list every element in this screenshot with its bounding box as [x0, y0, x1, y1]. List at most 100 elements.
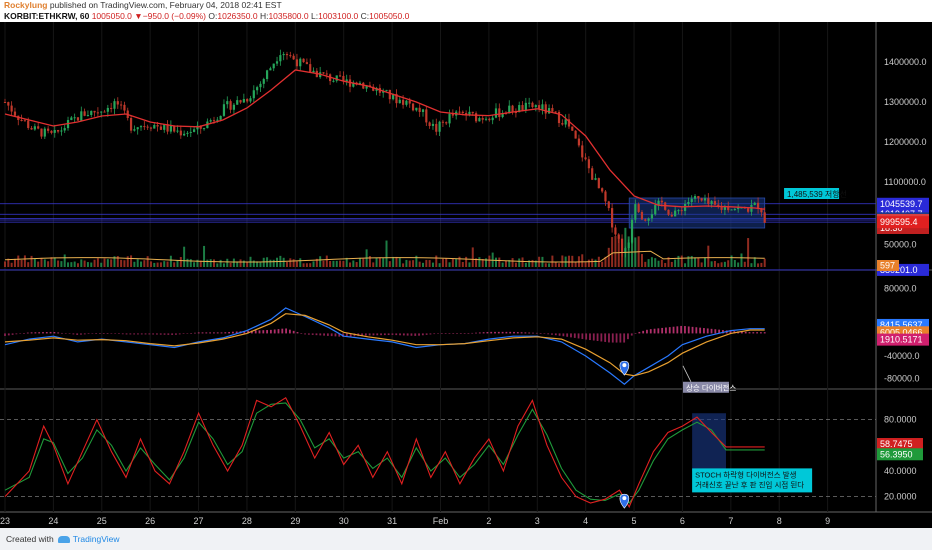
macd-histogram-bar — [399, 333, 401, 336]
macd-histogram-bar — [64, 333, 67, 334]
open-label: O: — [208, 11, 218, 21]
volume-bar — [312, 261, 315, 267]
macd-histogram-bar — [315, 333, 318, 336]
volume-bar — [209, 259, 212, 267]
volume-bar — [309, 263, 312, 267]
candle-body — [249, 98, 252, 102]
candle-body — [76, 117, 80, 121]
candle-body — [96, 112, 99, 114]
macd-histogram-bar — [634, 332, 637, 334]
candle-body — [282, 54, 285, 56]
macd-histogram-bar — [277, 329, 280, 334]
macd-histogram-bar — [345, 333, 348, 337]
candle-body — [674, 210, 677, 217]
macd-histogram-bar — [133, 333, 136, 335]
volume-bar — [226, 258, 229, 267]
volume-bar — [206, 259, 209, 267]
volume-bar — [441, 258, 444, 267]
candle-body — [392, 93, 395, 100]
macd-histogram-bar — [254, 330, 257, 334]
volume-bar — [236, 261, 239, 267]
volume-bar — [640, 254, 643, 267]
volume-tag-label: 597 — [880, 261, 895, 271]
footer-brand[interactable]: TradingView — [72, 534, 120, 544]
x-tick-label: 25 — [97, 516, 107, 526]
volume-bar — [203, 245, 206, 267]
macd-histogram-bar — [494, 331, 496, 334]
volume-bar — [37, 261, 40, 267]
macd-histogram-bar — [156, 333, 158, 335]
candle-body — [723, 206, 726, 210]
macd-histogram-bar — [106, 333, 109, 334]
macd-histogram-bar — [49, 331, 52, 334]
candle-body — [458, 111, 461, 113]
annotation-text: 1,485,539 저항선 — [787, 190, 847, 199]
y-tick-label: -40000.0 — [884, 351, 920, 361]
macd-histogram-bar — [190, 333, 193, 334]
volume-bar — [478, 257, 481, 267]
macd-histogram-bar — [129, 333, 132, 335]
macd-histogram-bar — [573, 333, 576, 338]
macd-histogram-bar — [137, 333, 139, 335]
y-tick-label: 1100000.0 — [884, 177, 926, 187]
candle-body — [50, 130, 53, 133]
candle-body — [295, 59, 299, 67]
macd-histogram-bar — [687, 326, 690, 334]
close-value: 1005050.0 — [369, 11, 410, 21]
candle-body — [660, 200, 663, 203]
volume-bar — [514, 262, 517, 267]
macd-histogram-bar — [171, 333, 174, 335]
author-name[interactable]: Rockylung — [4, 0, 48, 10]
macd-histogram-bar — [440, 333, 443, 334]
volume-bar — [657, 260, 660, 267]
candle-body — [604, 191, 607, 202]
volume-bar — [521, 257, 524, 267]
candle-body — [591, 168, 594, 180]
candle-body — [156, 125, 159, 127]
annotation-box — [682, 381, 729, 393]
volume-bar — [163, 261, 166, 267]
volume-bar — [7, 258, 10, 267]
candle-body — [733, 209, 736, 211]
macd-histogram-bar — [722, 330, 724, 334]
candle-body — [342, 75, 345, 82]
price-tag-label: 999595.4 — [880, 217, 918, 227]
candle-body — [13, 111, 17, 116]
candle-body — [571, 126, 574, 131]
chart-svg[interactable]: 1,485,539 저항선 상승 다이버전스 STOCH 하락형 다이버전스 발… — [0, 22, 932, 528]
macd-histogram-bar — [87, 333, 90, 335]
macd-histogram-bar — [611, 333, 614, 343]
price-change: −950.0 (−0.09%) — [142, 11, 207, 21]
candle-body — [265, 70, 269, 80]
volume-bar — [581, 254, 584, 267]
candle-body — [139, 126, 143, 128]
macd-histogram-bar — [695, 327, 698, 334]
time-axis[interactable]: 23 24 25 26 27 28 29 30 31 Feb 2 3 4 5 6 7 8 9 — [0, 516, 830, 526]
price-tag-label: 1045539.7 — [880, 199, 923, 209]
volume-bar — [700, 262, 703, 267]
volume-bar — [448, 262, 451, 267]
candle-body — [80, 111, 83, 121]
candle-body — [299, 58, 302, 67]
chart-area[interactable]: 1,485,539 저항선 상승 다이버전스 STOCH 하락형 다이버전스 발… — [0, 22, 932, 528]
candle-body — [285, 54, 289, 56]
price-axis[interactable]: 1400000.0 1300000.0 1200000.0 1100000.0 1045… — [877, 57, 929, 502]
macd-histogram-bar — [475, 332, 477, 334]
candle-body — [508, 105, 511, 114]
macd-histogram-bar — [444, 333, 447, 334]
macd-histogram-bar — [38, 332, 41, 334]
volume-bar — [677, 255, 680, 267]
macd-histogram-bar — [26, 332, 29, 334]
macd-histogram-bar — [383, 333, 386, 336]
volume-bar — [402, 263, 405, 267]
x-tick-label: 6 — [680, 516, 685, 526]
volume-bar — [392, 256, 395, 267]
volume-bar — [136, 259, 139, 267]
volume-bar — [90, 262, 93, 267]
volume-bar — [717, 263, 720, 267]
macd-histogram-bar — [756, 332, 759, 334]
volume-bar — [110, 259, 113, 267]
macd-line — [4, 307, 765, 385]
volume-bar — [140, 261, 143, 267]
macd-histogram-bar — [558, 333, 561, 336]
